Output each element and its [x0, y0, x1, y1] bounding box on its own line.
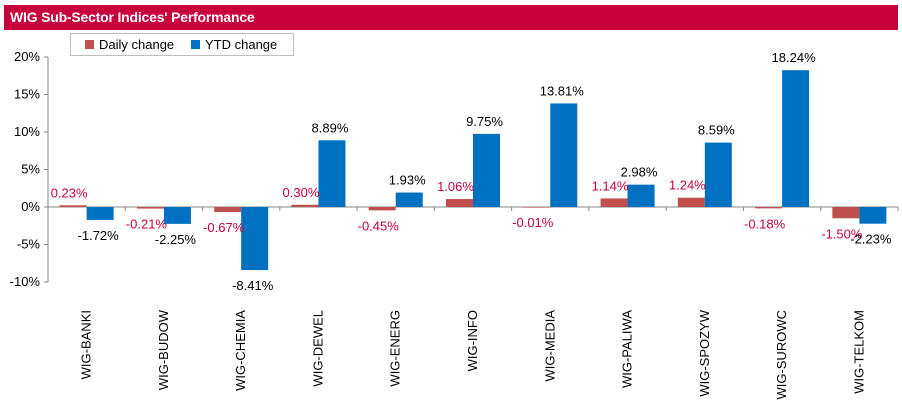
- data-label-ytd: 9.75%: [466, 114, 503, 129]
- y-tick-label: 5%: [21, 162, 40, 177]
- x-tick-label: WIG-DEWEL: [310, 310, 325, 387]
- y-tick-label: 10%: [14, 124, 40, 139]
- data-label-daily: 0.30%: [283, 185, 320, 200]
- data-label-ytd: -1.72%: [78, 228, 120, 243]
- bar-ytd: [395, 192, 423, 207]
- legend-item-ytd: YTD change: [191, 37, 277, 53]
- bar-ytd: [241, 207, 269, 271]
- legend-item-daily: Daily change: [85, 37, 174, 53]
- data-label-daily: 0.23%: [51, 185, 88, 200]
- data-label-daily: -1.50%: [821, 226, 863, 241]
- bar-ytd: [86, 207, 114, 220]
- data-label-daily: -0.45%: [358, 218, 400, 233]
- x-tick-label: WIG-CHEMIA: [233, 310, 248, 391]
- bar-daily: [214, 207, 242, 213]
- legend-swatch-daily: [85, 40, 94, 50]
- x-tick-label: WIG-BANKI: [79, 310, 94, 379]
- x-tick-label: WIG-SPOZYW: [697, 309, 712, 396]
- chart-title: WIG Sub-Sector Indices' Performance: [10, 9, 255, 25]
- bar-daily: [59, 205, 87, 207]
- bar-ytd: [473, 133, 500, 207]
- bar-ytd: [550, 103, 578, 207]
- bar-ytd: [163, 207, 191, 224]
- data-label-ytd: 1.93%: [389, 173, 426, 188]
- legend-label-ytd: YTD change: [205, 37, 278, 52]
- title-bar: WIG Sub-Sector Indices' Performance: [4, 5, 898, 30]
- data-label-ytd: 8.89%: [312, 120, 349, 135]
- bar-daily: [291, 204, 319, 207]
- bar-ytd: [704, 142, 732, 207]
- data-label-daily: -0.18%: [744, 216, 786, 231]
- data-label-daily: 1.14%: [592, 178, 629, 193]
- bar-ytd: [859, 207, 887, 224]
- legend: Daily change YTD change: [70, 33, 294, 56]
- bar-daily: [677, 197, 705, 207]
- bar-ytd: [318, 140, 346, 207]
- data-label-ytd: 2.98%: [621, 165, 658, 180]
- bar-daily: [523, 207, 551, 208]
- legend-swatch-ytd: [191, 40, 200, 50]
- bar-daily: [446, 199, 473, 207]
- bar-daily: [832, 207, 860, 219]
- bar-daily: [755, 207, 783, 209]
- x-tick-label: WIG-TELKOM: [851, 310, 866, 394]
- x-tick-label: WIG-PALIWA: [620, 310, 635, 388]
- x-tick-label: WIG-ENERG: [388, 310, 403, 387]
- x-tick-label: WIG-BUDOW: [156, 309, 171, 390]
- x-tick-label: WIG-MEDIA: [542, 310, 557, 382]
- data-label-ytd: 18.24%: [772, 50, 817, 65]
- data-label-ytd: -2.25%: [155, 232, 197, 247]
- bar-ytd: [782, 70, 810, 207]
- bar-daily: [136, 207, 164, 209]
- data-label-daily: 1.06%: [437, 179, 474, 194]
- data-label-ytd: 8.59%: [698, 123, 735, 138]
- y-tick-label: -10%: [10, 274, 41, 289]
- y-tick-label: 15%: [14, 87, 40, 102]
- bar-ytd: [627, 184, 655, 207]
- y-tick-label: -5%: [17, 237, 41, 252]
- data-label-ytd: -2.23%: [850, 232, 892, 247]
- legend-label-daily: Daily change: [99, 37, 175, 52]
- data-label-daily: -0.21%: [126, 217, 168, 232]
- data-label-daily: -0.67%: [203, 220, 245, 235]
- x-tick-label: WIG-SUROWC: [774, 310, 789, 400]
- data-label-daily: 1.24%: [669, 178, 706, 193]
- data-label-ytd: 13.81%: [540, 83, 585, 98]
- x-tick-label: WIG-INFO: [465, 310, 480, 371]
- y-tick-label: 20%: [14, 49, 40, 64]
- y-tick-label: 0%: [21, 199, 40, 214]
- bar-daily: [600, 198, 628, 207]
- bar-daily: [368, 207, 396, 211]
- data-label-daily: -0.01%: [512, 215, 554, 230]
- data-label-ytd: -8.41%: [232, 278, 274, 293]
